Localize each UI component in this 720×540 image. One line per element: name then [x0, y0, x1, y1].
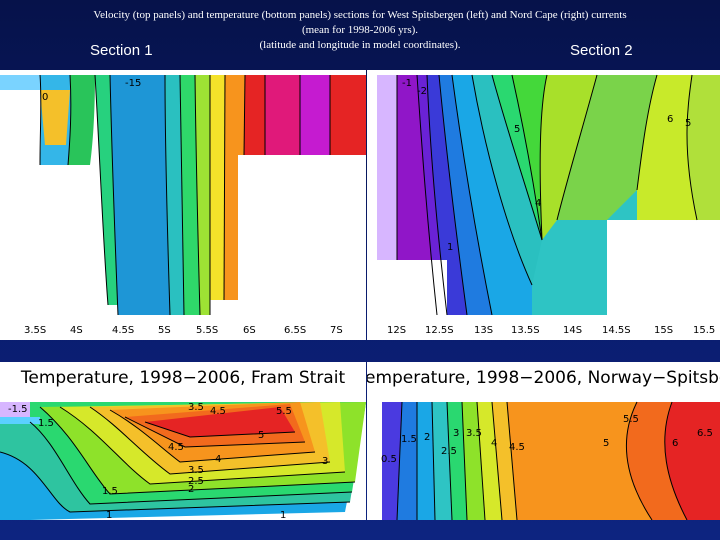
velocity-contour-label: 1	[447, 242, 453, 253]
velocity-contour-label: 0	[42, 92, 48, 103]
temperature-contour-label: 1.5	[102, 486, 118, 497]
x-tick-label: 12S	[387, 325, 407, 336]
temperature-panel-section-2: emperature, 1998−2006, Norway−Spitsberge…	[367, 362, 720, 520]
temperature-contour-label: 4.5	[509, 442, 525, 453]
temperature-contour-label: 6	[672, 438, 678, 449]
temperature-contour-label: 6.5	[697, 428, 713, 439]
x-tick-label: 13S	[474, 325, 494, 336]
caption-line-1: Velocity (top panels) and temperature (b…	[93, 9, 627, 21]
x-tick-label: 15S	[654, 325, 674, 336]
velocity-contour-plot-section-1: -15 0	[0, 74, 366, 340]
temperature-contour-label: 1.5	[38, 418, 54, 429]
figure-caption: Velocity (top panels) and temperature (b…	[30, 8, 690, 53]
x-tick-label: 15.5	[693, 325, 716, 336]
velocity-panel-section-2: -1 -2 5 4 6 5 1 12S 12.5S 13S 13.5S 14S …	[367, 70, 720, 340]
x-tick-label: 6S	[243, 325, 256, 336]
section-1-label: Section 1	[90, 42, 153, 59]
temperature-contour-label: 2.5	[188, 476, 204, 487]
temperature-contour-label: 5.5	[623, 414, 639, 425]
temperature-contour-label: 1	[280, 510, 286, 520]
x-tick-label: 6.5S	[284, 325, 307, 336]
temperature-contour-label: 3.5	[466, 428, 482, 439]
temperature-contour-label: 4.5	[168, 442, 184, 453]
x-tick-label: 5S	[158, 325, 171, 336]
velocity-contour-label: 4	[535, 198, 541, 209]
velocity-contour-label: 5	[685, 118, 691, 129]
temperature-title-section-1: Temperature, 1998−2006, Fram Strait	[20, 368, 346, 388]
temperature-contour-plot-section-2: 0.5 1.5 2 2.5 3 3.5 4 4.5 5 5.5 6 6.5	[367, 401, 720, 520]
temperature-contour-label: 1	[106, 510, 112, 520]
temperature-contour-label: 4	[215, 454, 221, 465]
temperature-contour-label: 3	[322, 456, 328, 467]
temperature-contour-label: 3.5	[188, 465, 204, 476]
temperature-contour-label: 2	[188, 484, 194, 495]
temperature-title-section-2: emperature, 1998−2006, Norway−Spitsberge…	[367, 368, 720, 388]
velocity-contour-label: 5	[514, 124, 520, 135]
temperature-contour-label: 0.5	[381, 454, 397, 465]
x-tick-label: 12.5S	[425, 325, 454, 336]
x-tick-label: 3.5S	[24, 325, 47, 336]
temperature-contour-label: 3.5	[188, 402, 204, 413]
temperature-contour-label: 2.5	[441, 446, 457, 457]
velocity-contour-label: -1	[402, 78, 412, 89]
x-tick-label: 14.5S	[602, 325, 631, 336]
x-tick-label: 4S	[70, 325, 83, 336]
temperature-contour-label: 4	[491, 438, 497, 449]
velocity-contour-plot-section-2: -1 -2 5 4 6 5 1	[367, 74, 720, 340]
temperature-contour-label: 4.5	[210, 406, 226, 417]
temperature-contour-plot-section-1: -1.5 1.5 3.5 4.5 5.5 5 4.5 4 3.5 3 2.5 2…	[0, 402, 366, 520]
velocity-contour-label: 6	[667, 114, 673, 125]
temperature-contour-label: 5	[258, 430, 264, 441]
velocity-contour-label: -15	[125, 78, 141, 89]
section-2-label: Section 2	[570, 42, 633, 59]
temperature-contour-label: 3	[453, 428, 459, 439]
temperature-contour-label: 2	[424, 432, 430, 443]
x-tick-label: 7S	[330, 325, 343, 336]
x-tick-label: 4.5S	[112, 325, 135, 336]
temperature-contour-label: 1.5	[401, 434, 417, 445]
x-tick-label: 14S	[563, 325, 583, 336]
x-tick-label: 13.5S	[511, 325, 540, 336]
velocity-contour-label: -2	[417, 86, 427, 97]
velocity-panel-section-1: -15 0 3.5S 4S 4.5S 5S 5.5S 6S 6.5S 7S	[0, 70, 366, 340]
temperature-panel-section-1: Temperature, 1998−2006, Fram Strait -1.5…	[0, 362, 366, 520]
x-tick-label: 5.5S	[196, 325, 219, 336]
temperature-contour-label: 5.5	[276, 406, 292, 417]
temperature-contour-label: -1.5	[8, 404, 28, 415]
caption-line-2: (mean for 1998-2006 yrs).	[301, 24, 419, 36]
caption-line-3: (latitude and longitude in model coordin…	[259, 39, 461, 51]
temperature-contour-label: 5	[603, 438, 609, 449]
